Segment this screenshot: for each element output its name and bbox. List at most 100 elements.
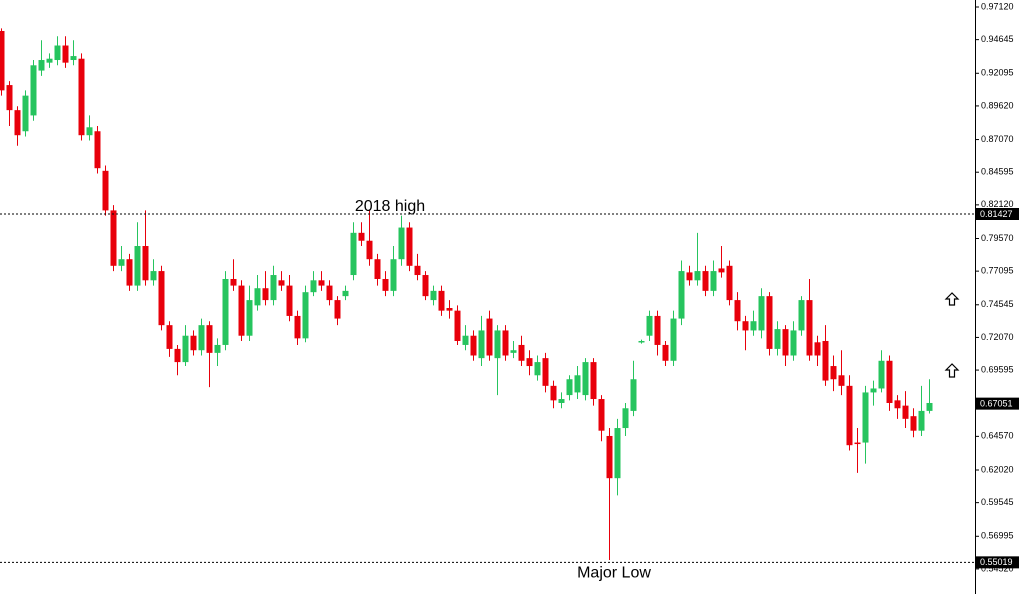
level-label: 0.55019 (980, 557, 1013, 567)
candle-body (382, 278, 389, 291)
candle-body (790, 330, 797, 356)
candle-body (22, 95, 29, 132)
candle-body (270, 275, 277, 301)
level-label-box (976, 556, 1019, 569)
candle-body (334, 300, 341, 319)
candle-body (590, 362, 597, 400)
candle-body (350, 232, 357, 276)
candle-body (686, 272, 693, 281)
level-label: 0.81427 (980, 209, 1013, 219)
candle-body (502, 330, 509, 356)
candle-body (214, 344, 221, 353)
candle-body (894, 400, 901, 409)
candle-body (550, 385, 557, 401)
candle-body (878, 360, 885, 389)
candle-body (134, 246, 141, 286)
y-tick-label: 0.72070 (981, 332, 1014, 342)
candle-body (342, 290, 349, 297)
y-tick-label: 0.94645 (981, 34, 1014, 44)
y-tick-label: 0.59545 (981, 497, 1014, 507)
annotation: Major Low (577, 565, 651, 582)
candle-body (70, 56, 77, 61)
candle-body (526, 358, 533, 367)
candle-body (238, 285, 245, 336)
candle-body (678, 271, 685, 319)
candle-body (494, 330, 501, 359)
candle-body (78, 58, 85, 136)
candle-body (390, 259, 397, 291)
candle-body (702, 271, 709, 291)
current-price-box (976, 397, 1019, 410)
candle-body (750, 321, 757, 331)
y-tick-label: 0.62020 (981, 464, 1014, 474)
y-tick-label: 0.89620 (981, 100, 1014, 110)
candle-body (94, 131, 101, 169)
y-tick-label: 0.74545 (981, 299, 1014, 309)
candle-body (814, 342, 821, 356)
candle-body (518, 344, 525, 361)
candle-body (102, 170, 109, 211)
candle-body (734, 300, 741, 322)
candle-body (574, 375, 581, 393)
candle-body (398, 227, 405, 260)
y-tick-label: 0.84595 (981, 167, 1014, 177)
candle-body (710, 271, 717, 291)
candle-body (766, 296, 773, 349)
annotation: 2018 high (355, 198, 425, 215)
candle-body (558, 399, 565, 403)
candle-body (318, 280, 325, 286)
candle-body (646, 315, 653, 336)
candle-body (838, 375, 845, 386)
up-arrow (944, 292, 960, 378)
candle-body (126, 259, 133, 286)
candle-body (606, 435, 613, 479)
candle-body (582, 362, 589, 396)
candle-body (430, 290, 437, 301)
candle-body (286, 285, 293, 316)
candle-body (86, 127, 93, 136)
candle-body (62, 45, 69, 63)
candle-body (262, 288, 269, 301)
candle-body (598, 399, 605, 431)
candle-body (694, 271, 701, 281)
candle-body (374, 259, 381, 279)
candle-body (174, 348, 181, 363)
candle-body (30, 65, 37, 116)
candle-body (150, 271, 157, 281)
candle-body (902, 405, 909, 419)
y-tick-label: 0.56995 (981, 531, 1014, 541)
candle-body (542, 358, 549, 386)
candle-body (206, 325, 213, 353)
candle-body (638, 340, 645, 343)
candle-body (774, 329, 781, 349)
candle-body (46, 58, 53, 63)
candle-body (310, 280, 317, 293)
candle-body (614, 428, 621, 479)
y-tick-label: 0.82120 (981, 199, 1014, 209)
candle-body (830, 366, 837, 380)
candle-body (630, 379, 637, 411)
candle-body (182, 335, 189, 363)
candle-body (654, 315, 661, 345)
candle-body (510, 350, 517, 353)
candle-body (166, 325, 173, 349)
candle-body (862, 392, 869, 443)
level-label-box (976, 207, 1019, 220)
candle-body (910, 416, 917, 431)
candle-body (918, 410, 925, 431)
candle-body (358, 232, 365, 241)
candle-body (886, 360, 893, 403)
candle-body (534, 362, 541, 376)
y-tick-label: 0.77095 (981, 266, 1014, 276)
candle-body (54, 45, 61, 61)
candle-body (662, 344, 669, 361)
candle-body (118, 259, 125, 266)
candle-body (198, 325, 205, 351)
candle-body (454, 310, 461, 341)
candle-body (422, 275, 429, 297)
candle-body (742, 321, 749, 331)
candle-body (302, 292, 309, 339)
y-tick-label: 0.64570 (981, 431, 1014, 441)
candle-body (622, 408, 629, 429)
candle-body (854, 442, 861, 445)
